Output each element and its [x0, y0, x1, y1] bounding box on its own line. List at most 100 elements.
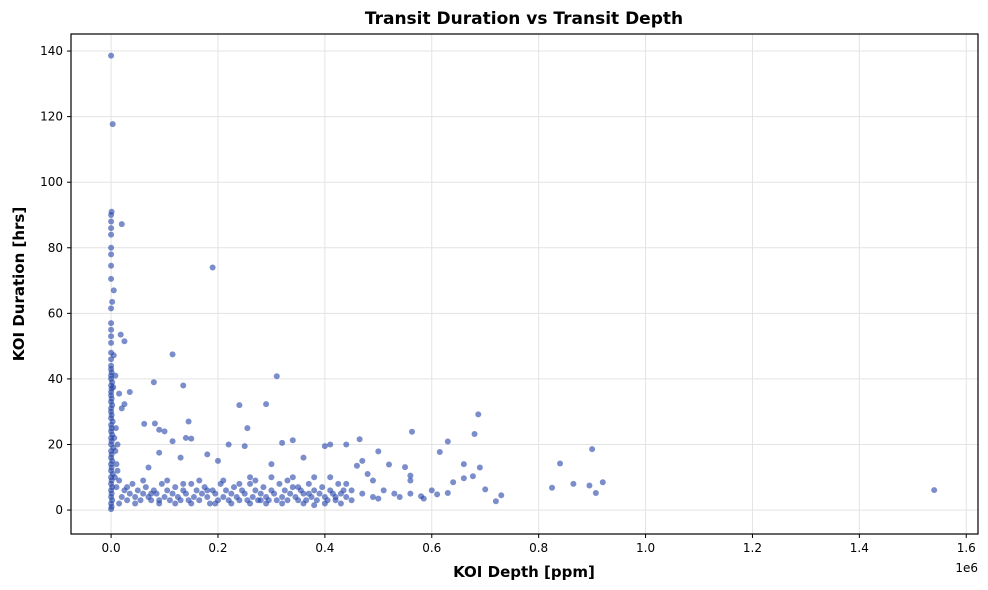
data-point [114, 441, 121, 448]
data-point [132, 500, 139, 507]
data-point [137, 497, 144, 504]
data-point [268, 474, 275, 481]
data-point [153, 490, 160, 497]
data-point [321, 500, 328, 507]
data-point [117, 331, 124, 338]
data-point [279, 493, 286, 500]
data-point [557, 460, 564, 467]
data-point [247, 474, 254, 481]
y-tick-label: 60 [48, 306, 63, 320]
data-point [108, 251, 115, 258]
data-point [156, 449, 163, 456]
data-point [348, 497, 355, 504]
data-point [289, 484, 296, 491]
data-point [198, 490, 205, 497]
y-tick-label: 120 [40, 110, 63, 124]
data-point [434, 491, 441, 498]
data-point [141, 420, 148, 427]
data-point [300, 490, 307, 497]
data-point [112, 448, 119, 455]
data-point [407, 477, 414, 484]
data-point [305, 480, 312, 487]
data-point [209, 264, 216, 271]
data-point [549, 484, 556, 491]
data-point [343, 441, 350, 448]
data-point [116, 390, 123, 397]
data-point [364, 471, 371, 477]
data-point [428, 487, 435, 494]
data-point [212, 500, 219, 507]
data-point [108, 211, 115, 218]
data-point [142, 484, 149, 491]
data-point [140, 477, 147, 484]
data-point [340, 487, 347, 494]
data-point [236, 402, 243, 409]
ticks: 0.0 0.2 0.4 0.6 0.8 1.0 1.2 1.4 1.6 0 20 40 60 80 100 1… [40, 44, 976, 555]
data-point [311, 474, 318, 481]
data-point [169, 490, 176, 497]
data-point [599, 479, 606, 486]
x-tick-label: 0.0 [102, 541, 121, 555]
data-point [287, 490, 294, 497]
data-point [311, 502, 318, 509]
data-point [108, 52, 115, 59]
data-point [284, 477, 291, 484]
data-point [335, 480, 342, 487]
data-point [391, 490, 398, 497]
data-point [164, 487, 171, 494]
data-point [268, 461, 275, 468]
data-point [498, 492, 505, 499]
data-point [108, 326, 115, 333]
data-point [220, 493, 227, 500]
data-point [118, 221, 125, 228]
x-tick-label: 0.2 [208, 541, 227, 555]
y-tick-label: 40 [48, 372, 63, 386]
data-point [255, 497, 262, 504]
data-point [252, 477, 259, 484]
data-point [327, 474, 334, 481]
data-point [109, 298, 116, 305]
data-point [343, 493, 350, 500]
data-point [289, 474, 296, 481]
data-point [204, 487, 211, 494]
data-point [369, 477, 376, 484]
chart-title: Transit Duration vs Transit Depth [365, 9, 683, 29]
data-point [126, 490, 133, 497]
data-point [206, 500, 213, 507]
data-point [169, 351, 176, 358]
data-point [158, 480, 165, 487]
data-point [172, 484, 179, 491]
data-point [188, 435, 195, 442]
data-point [241, 490, 248, 497]
data-point [108, 305, 115, 312]
data-point [108, 262, 115, 269]
data-point [332, 493, 339, 500]
grid [71, 34, 978, 534]
data-point [161, 428, 168, 435]
data-point [151, 420, 158, 427]
data-point [156, 500, 163, 507]
data-point [249, 493, 256, 500]
data-point [271, 490, 278, 497]
x-tick-label: 1.0 [636, 541, 655, 555]
data-point [148, 497, 155, 504]
data-point [450, 479, 457, 486]
x-axis-label: KOI Depth [ppm] [453, 563, 595, 581]
data-point [177, 497, 184, 504]
data-point [228, 500, 235, 507]
data-point [190, 493, 197, 500]
data-point [273, 497, 280, 504]
data-point [353, 462, 360, 469]
data-point [589, 446, 596, 453]
data-point [311, 487, 318, 494]
data-point [121, 338, 128, 345]
data-point [396, 493, 403, 500]
data-point [247, 480, 254, 487]
data-point [475, 411, 482, 418]
data-point [300, 454, 307, 461]
data-point [108, 244, 115, 251]
data-point [108, 320, 115, 327]
data-point [343, 480, 350, 487]
data-point [348, 487, 355, 494]
